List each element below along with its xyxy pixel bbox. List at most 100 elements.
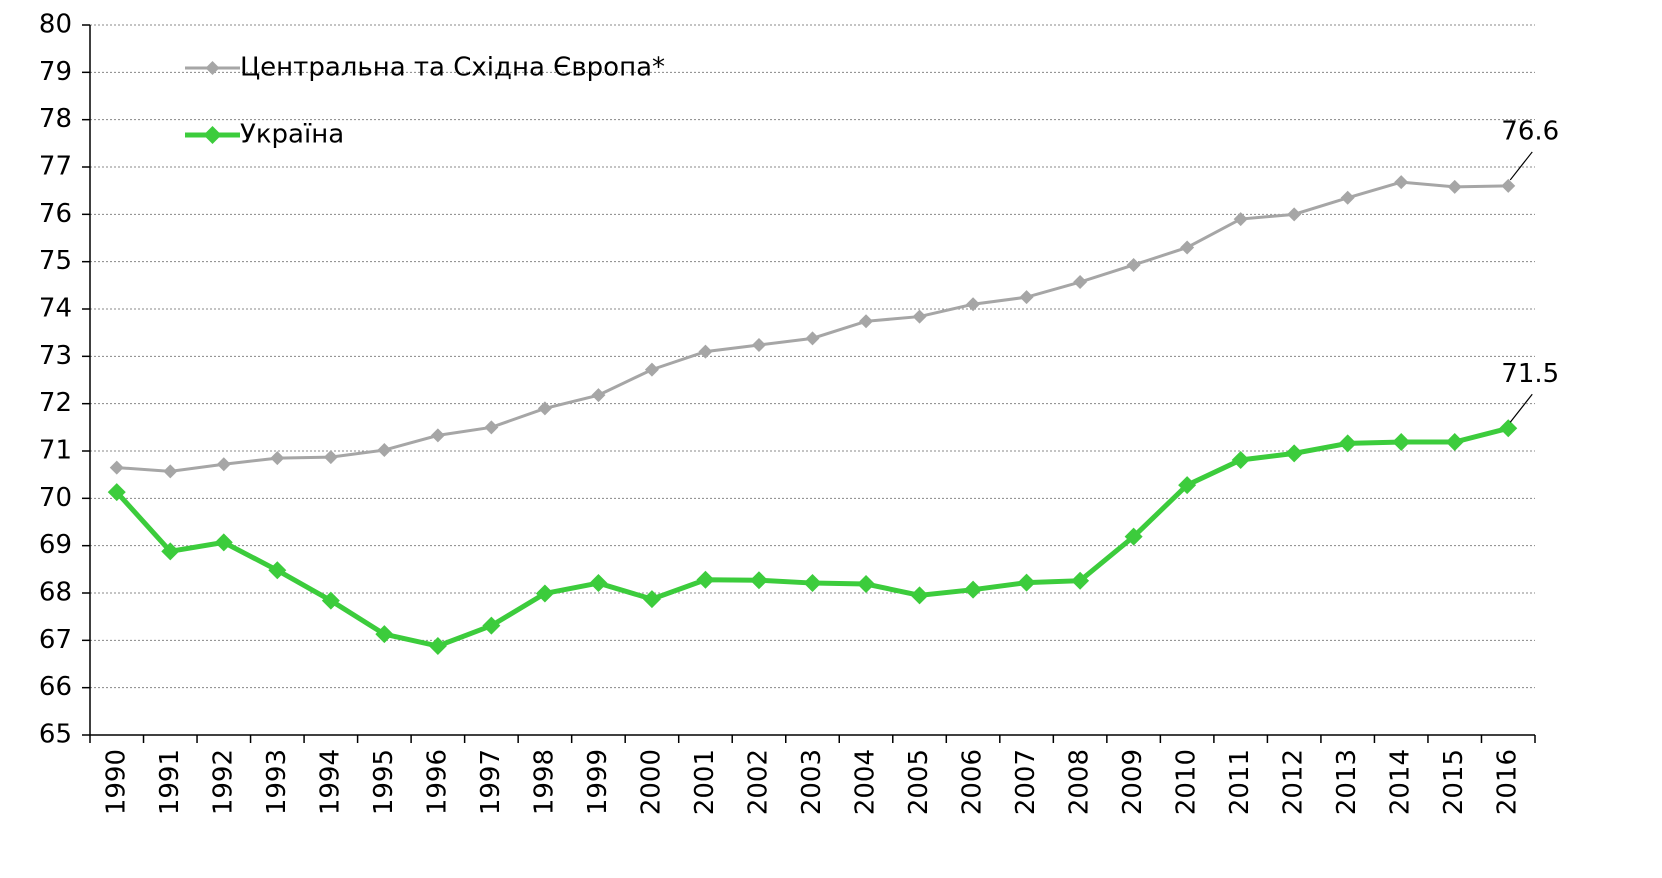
x-tick-label: 1993 [262, 749, 292, 815]
series-line [116, 180, 1509, 473]
marker [375, 625, 394, 644]
x-tick-label: 2009 [1118, 749, 1148, 815]
marker [109, 460, 124, 475]
marker [805, 331, 820, 346]
x-tick-label: 2013 [1332, 749, 1362, 815]
marker [323, 450, 338, 465]
legend-marker [203, 126, 222, 144]
x-tick-label: 1990 [101, 749, 131, 815]
marker [964, 580, 983, 599]
marker [163, 464, 178, 479]
marker [1501, 178, 1516, 193]
y-tick-label: 73 [39, 341, 72, 371]
x-tick-label: 2003 [797, 749, 827, 815]
marker [751, 337, 766, 352]
x-tick-label: 2008 [1065, 749, 1095, 815]
marker [1340, 190, 1355, 205]
y-tick-label: 71 [39, 436, 72, 466]
x-tick-label: 1999 [583, 749, 613, 815]
x-tick-label: 2011 [1225, 749, 1255, 815]
marker [1338, 434, 1357, 453]
marker [1287, 207, 1302, 222]
data-label: 71.5 [1501, 359, 1559, 389]
marker [270, 451, 285, 466]
x-tick-label: 1998 [529, 749, 559, 815]
x-tick-label: 2000 [636, 749, 666, 815]
x-tick-label: 2004 [851, 749, 881, 815]
label-leader [1509, 393, 1533, 423]
x-tick-label: 1992 [208, 749, 238, 815]
y-tick-label: 78 [39, 104, 72, 134]
x-tick-label: 1991 [155, 749, 185, 815]
marker [482, 616, 501, 635]
marker [535, 584, 554, 603]
y-tick-label: 72 [39, 388, 72, 418]
y-tick-label: 77 [39, 152, 72, 182]
y-tick-label: 80 [39, 10, 72, 40]
marker [161, 542, 180, 561]
y-tick-label: 65 [39, 720, 72, 750]
x-tick-label: 2002 [743, 749, 773, 815]
marker [857, 575, 876, 594]
marker [1124, 527, 1143, 546]
marker [268, 561, 287, 580]
marker [428, 637, 447, 656]
marker [803, 574, 822, 593]
marker [910, 586, 929, 605]
marker [589, 574, 608, 593]
marker [107, 483, 126, 502]
marker [1285, 444, 1304, 463]
marker [698, 344, 713, 359]
marker [1447, 179, 1462, 194]
legend-label: Центральна та Східна Європа* [240, 53, 665, 83]
marker [1231, 450, 1250, 469]
x-tick-label: 2001 [690, 749, 720, 815]
marker [321, 591, 340, 610]
x-tick-label: 2005 [904, 749, 934, 815]
y-tick-label: 75 [39, 246, 72, 276]
marker [1073, 275, 1088, 290]
y-tick-label: 79 [39, 57, 72, 87]
x-tick-label: 2012 [1279, 749, 1309, 815]
marker [1126, 257, 1141, 272]
legend-label: Україна [240, 120, 344, 150]
marker [1017, 573, 1036, 592]
y-tick-label: 68 [39, 578, 72, 608]
y-tick-label: 67 [39, 625, 72, 655]
marker [1499, 419, 1518, 438]
y-tick-label: 70 [39, 483, 72, 513]
marker [1071, 571, 1090, 590]
marker [214, 533, 233, 552]
x-tick-label: 2015 [1439, 749, 1469, 815]
marker [1445, 433, 1464, 452]
x-tick-label: 1997 [476, 749, 506, 815]
marker [1394, 175, 1409, 190]
data-label: 76.6 [1501, 116, 1559, 146]
marker [430, 428, 445, 443]
marker [1180, 240, 1195, 255]
x-tick-label: 2007 [1011, 749, 1041, 815]
marker [537, 401, 552, 416]
marker [216, 457, 231, 472]
y-tick-label: 76 [39, 199, 72, 229]
label-leader [1509, 151, 1533, 181]
marker [591, 388, 606, 403]
marker [966, 297, 981, 312]
marker [1233, 212, 1248, 227]
x-tick-label: 2010 [1172, 749, 1202, 815]
marker [696, 570, 715, 589]
marker [912, 309, 927, 324]
x-tick-label: 1996 [422, 749, 452, 815]
marker [1392, 433, 1411, 452]
x-tick-label: 2016 [1493, 749, 1523, 815]
x-tick-label: 2014 [1386, 749, 1416, 815]
x-tick-label: 1994 [315, 749, 345, 815]
x-tick-label: 1995 [369, 749, 399, 815]
marker [1178, 476, 1197, 495]
y-tick-label: 66 [39, 672, 72, 702]
marker [642, 590, 661, 609]
marker [859, 314, 874, 329]
marker [644, 362, 659, 377]
marker [377, 443, 392, 458]
